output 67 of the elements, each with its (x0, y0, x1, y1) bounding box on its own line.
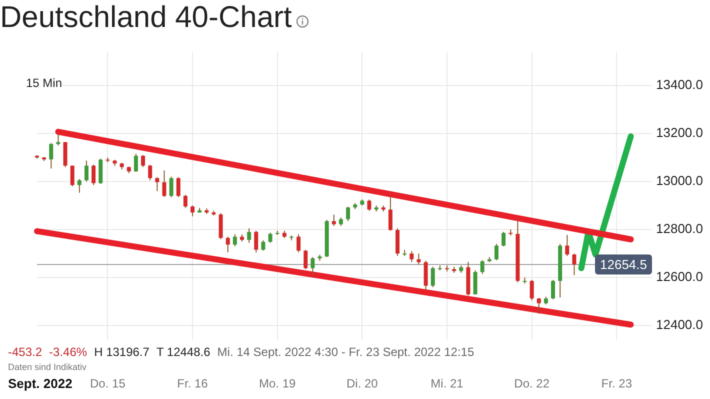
candlestick (502, 231, 506, 247)
x-tick-label: Fr. 23 (601, 376, 632, 391)
text: -453.2 (8, 345, 42, 359)
candlestick (98, 158, 103, 184)
candlestick (424, 260, 428, 292)
candlestick (49, 142, 54, 170)
ref-line-label: 12654.5 (600, 257, 648, 272)
candlestick (247, 228, 252, 244)
candlestick (190, 205, 195, 217)
candlestick (176, 176, 180, 198)
candlestick (162, 170, 166, 198)
candlestick (134, 153, 138, 172)
text: Sept. 2022 (8, 376, 72, 391)
candlestick (332, 214, 336, 226)
candlestick (304, 249, 308, 270)
x-tick-label: Do. 15 (90, 376, 126, 391)
x-tick-label: Mo. 19 (259, 376, 296, 391)
chart-title: Deutschland 40-Chart (0, 1, 292, 35)
y-tick-label: 12400.0 (656, 317, 703, 332)
y-tick-label: 12600.0 (656, 269, 703, 284)
annotation: 15 Min (26, 76, 62, 90)
candlestick (218, 212, 223, 240)
y-tick-label: 13200.0 (656, 125, 703, 140)
text: T 12448.6 (156, 345, 210, 359)
candlestick (70, 165, 74, 187)
candlestick (268, 232, 272, 244)
candlestick (141, 154, 146, 168)
candlestick (310, 256, 315, 276)
candlestick (530, 279, 534, 301)
x-tick-label: Mi. 21 (430, 376, 464, 391)
candlestick (536, 297, 541, 314)
candlestick (261, 240, 266, 252)
candlestick (494, 243, 498, 261)
candlestick (410, 250, 414, 262)
candlestick (388, 195, 392, 232)
y-tick-label: 13000.0 (656, 173, 703, 188)
candlestick (92, 164, 96, 186)
x-tick-label: Di. 20 (346, 376, 378, 391)
text: Mi. 14 Sept. 2022 4:30 - Fr. 23 Sept. 2022 12:15 (217, 345, 474, 359)
y-tick-label: 12800.0 (656, 221, 703, 236)
text: H 13196.7 (94, 345, 150, 359)
candlestick (430, 266, 435, 288)
candlestick (56, 134, 60, 146)
text: Daten sind Indikativ (8, 362, 87, 372)
candlestick (77, 178, 82, 194)
candlestick (254, 230, 258, 253)
candlestick (565, 234, 570, 256)
candlestick (367, 199, 372, 212)
candlestick (473, 270, 478, 295)
candlestick (296, 234, 301, 253)
candlestick (572, 253, 576, 276)
candlestick (346, 206, 350, 222)
candlestick (226, 236, 230, 253)
x-tick-label: Do. 22 (514, 376, 550, 391)
candlestick (551, 279, 556, 300)
candlestick (183, 194, 188, 208)
x-tick-label: Fr. 16 (177, 376, 208, 391)
candlestick (232, 234, 237, 247)
text: -3.46% (49, 345, 88, 359)
candlestick (396, 228, 400, 256)
candlestick (155, 176, 160, 192)
candlestick (169, 176, 174, 198)
y-tick-label: 13400.0 (656, 77, 703, 92)
candlestick (84, 160, 88, 182)
candlestick (63, 142, 68, 168)
candlestick (480, 260, 484, 274)
candlestick (148, 164, 152, 181)
